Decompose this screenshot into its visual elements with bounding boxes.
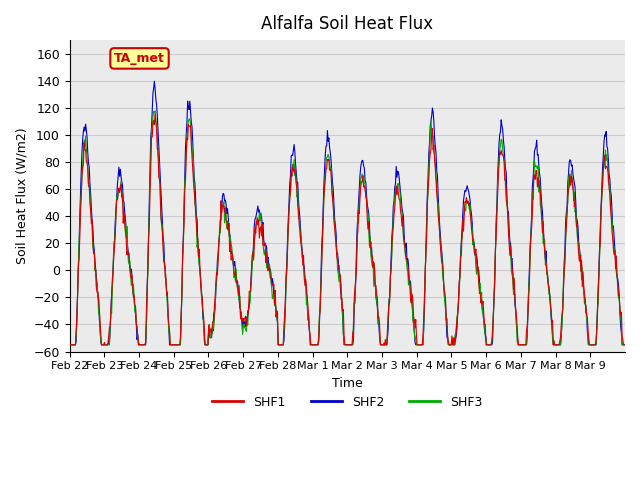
Title: Alfalfa Soil Heat Flux: Alfalfa Soil Heat Flux [261, 15, 433, 33]
Legend: SHF1, SHF2, SHF3: SHF1, SHF2, SHF3 [207, 391, 488, 414]
Y-axis label: Soil Heat Flux (W/m2): Soil Heat Flux (W/m2) [15, 128, 28, 264]
X-axis label: Time: Time [332, 377, 363, 390]
Text: TA_met: TA_met [114, 52, 165, 65]
